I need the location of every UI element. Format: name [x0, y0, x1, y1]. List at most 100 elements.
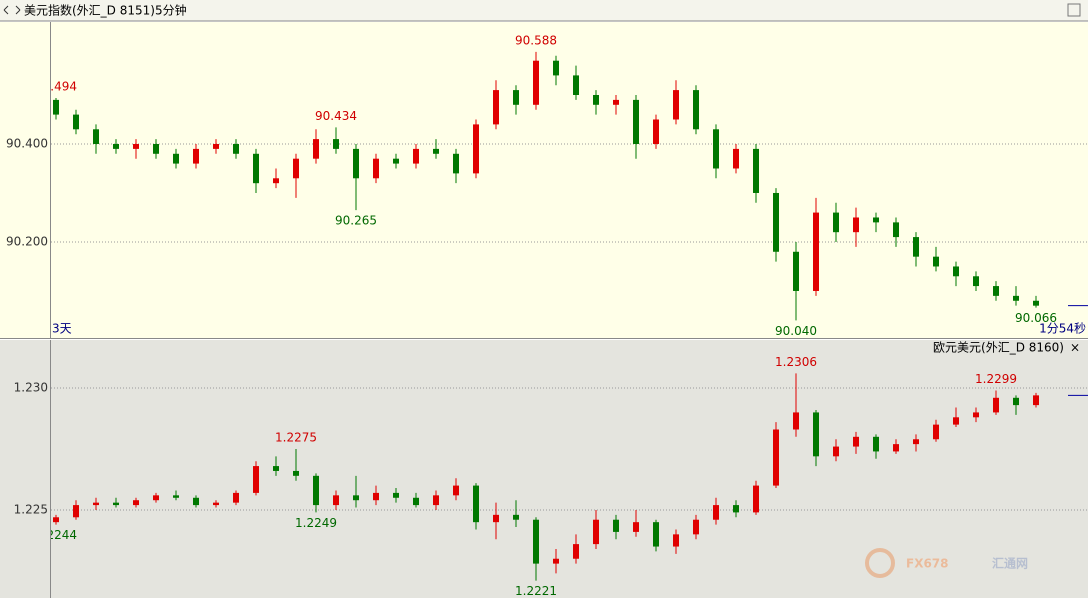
- candle-body: [813, 212, 819, 291]
- candle-body: [793, 251, 799, 291]
- candle-body: [973, 412, 979, 418]
- candle-body: [853, 436, 859, 447]
- candle-body: [433, 495, 439, 506]
- close-button[interactable]: ×: [1070, 341, 1080, 355]
- candle-body: [653, 119, 659, 144]
- candle-body: [473, 485, 479, 523]
- candle-body: [313, 139, 319, 159]
- candle-body: [53, 99, 59, 115]
- candle-body: [573, 544, 579, 559]
- candle-body: [153, 495, 159, 501]
- candle-body: [293, 158, 299, 179]
- candle-body: [513, 514, 519, 520]
- candle-body: [633, 99, 639, 144]
- candle-body: [473, 124, 479, 174]
- y-tick-label: 1.225: [14, 502, 48, 516]
- candle-body: [493, 514, 499, 523]
- candle-body: [513, 90, 519, 105]
- candle-body: [773, 192, 779, 252]
- candle-body: [633, 522, 639, 532]
- candle-body: [413, 148, 419, 164]
- candle-body: [193, 497, 199, 506]
- candle-body: [673, 534, 679, 547]
- candle-body: [653, 522, 659, 547]
- candle-body: [453, 485, 459, 496]
- candle-body: [333, 139, 339, 149]
- candle-body: [393, 492, 399, 498]
- candle-body: [833, 212, 839, 233]
- candle-body: [213, 143, 219, 149]
- nav-icon[interactable]: [3, 5, 21, 15]
- candle-body: [153, 143, 159, 154]
- candle-body: [213, 502, 219, 506]
- candle-body: [493, 90, 499, 125]
- candle-body: [833, 446, 839, 457]
- candle-body: [353, 148, 359, 179]
- countdown: 1分54秒: [1039, 322, 1086, 336]
- candle-body: [273, 178, 279, 184]
- candle-body: [573, 75, 579, 95]
- candle-body: [233, 143, 239, 154]
- candle-body: [533, 60, 539, 105]
- candle-body: [53, 517, 59, 523]
- candle-body: [693, 90, 699, 130]
- watermark-name: 汇通网: [992, 556, 1028, 571]
- candle-body: [753, 485, 759, 513]
- extreme-label: 90.040: [775, 324, 817, 338]
- candle-body: [373, 158, 379, 179]
- candle-body: [933, 424, 939, 440]
- candle-body: [1033, 395, 1039, 406]
- candle-body: [813, 412, 819, 457]
- candle-body: [913, 237, 919, 257]
- candle-body: [953, 417, 959, 425]
- candle-body: [673, 90, 679, 120]
- candle-body: [933, 256, 939, 267]
- extreme-label: 1.2249: [295, 516, 337, 530]
- candle-body: [873, 436, 879, 452]
- candle-body: [613, 519, 619, 532]
- panel-background: [0, 340, 1088, 598]
- candle-body: [173, 495, 179, 498]
- candle-body: [553, 60, 559, 76]
- candle-body: [793, 412, 799, 430]
- candle-body: [733, 148, 739, 169]
- candle-body: [873, 217, 879, 223]
- candle-body: [893, 222, 899, 238]
- candle-body: [753, 148, 759, 193]
- watermark-brand: FX678: [906, 557, 949, 571]
- candle-body: [613, 99, 619, 105]
- extreme-label: 90.066: [1015, 311, 1057, 325]
- candle-body: [133, 500, 139, 506]
- candle-body: [993, 397, 999, 413]
- extreme-label: 90.265: [335, 214, 377, 228]
- candle-body: [113, 502, 119, 506]
- candle-body: [973, 276, 979, 287]
- extreme-label: 1.2275: [275, 431, 317, 445]
- candle-body: [1013, 397, 1019, 406]
- candle-body: [553, 558, 559, 564]
- extreme-label: 90.588: [515, 33, 557, 47]
- candle-body: [333, 495, 339, 506]
- extreme-label: 1.2306: [775, 355, 817, 369]
- extreme-label: 1.2244: [35, 528, 77, 542]
- candle-body: [353, 495, 359, 501]
- candle-body: [733, 505, 739, 513]
- candles: 90.494 90.434 90.265 90.588 90.040 90.066: [35, 33, 1057, 338]
- extreme-label: 90.494: [35, 79, 77, 93]
- candle-body: [133, 143, 139, 149]
- candle-body: [853, 217, 859, 233]
- candle-body: [953, 266, 959, 277]
- candle-body: [173, 153, 179, 164]
- watermark-logo: [865, 548, 895, 578]
- candle-body: [453, 153, 459, 174]
- y-tick-label: 90.200: [6, 234, 48, 248]
- candle-body: [893, 444, 899, 452]
- candle-body: [293, 470, 299, 476]
- y-tick-label: 1.230: [14, 381, 48, 395]
- candle-body: [313, 475, 319, 506]
- window-icon[interactable]: [1067, 3, 1081, 17]
- candle-body: [693, 519, 699, 535]
- chart-title: 美元指数(外汇_D 8151)5分钟: [24, 3, 187, 18]
- candle-body: [233, 492, 239, 503]
